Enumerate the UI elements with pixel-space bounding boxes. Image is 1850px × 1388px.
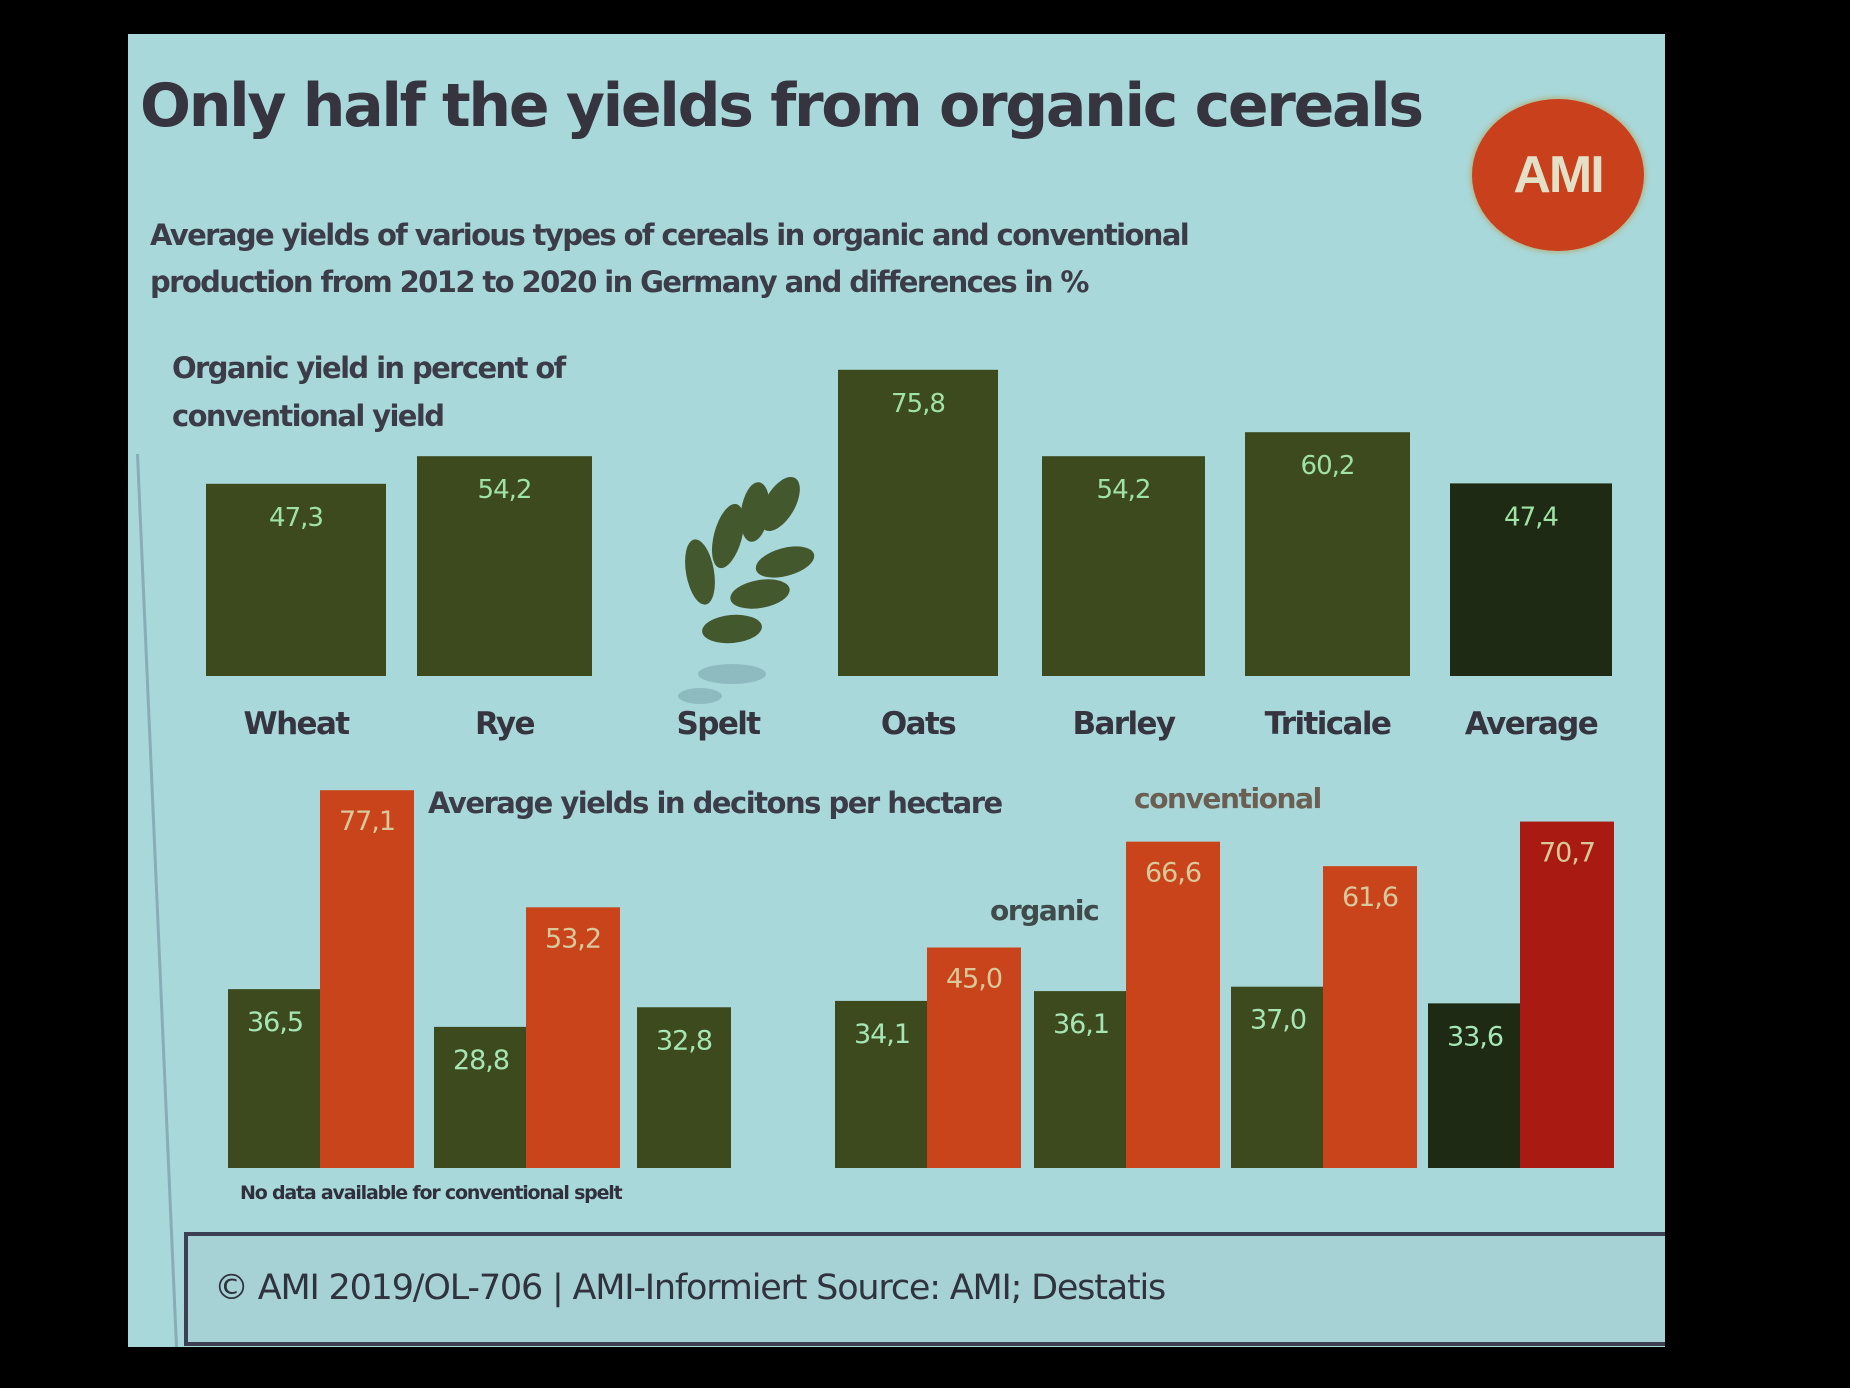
category-label: Spelt [677,706,762,742]
top-bar-wheat [206,483,386,676]
top-value-label: 47,3 [269,503,323,533]
top-chart: 47,3 Wheat 54,2 Rye Spelt 75,8 Oats 54,2 Barley 6… [206,369,1612,742]
top-value-label: 60,2 [1301,451,1355,481]
category-label: Triticale [1265,706,1391,742]
conventional-value-label: 77,1 [339,806,395,837]
logo-text: AMI [1513,146,1604,204]
category-label: Rye [475,706,534,742]
top-bar-triticale [1245,432,1410,676]
footnote: No data available for conventional spelt [240,1182,623,1204]
top-chart-title: Organic yield in percent of conventional… [172,344,566,440]
top-bar-barley [1042,456,1205,676]
conventional-bar-oats [927,947,1021,1168]
bottom-chart-title: Average yields in decitons per hectare [428,786,1003,820]
organic-bar-barley [1034,991,1128,1168]
category-label: Barley [1072,706,1175,742]
organic-bar-oats [835,1000,929,1168]
top-value-label: 54,2 [1097,475,1151,505]
organic-bar-average [1428,1003,1522,1168]
category-label: Average [1465,706,1598,742]
conventional-value-label: 70,7 [1539,838,1595,869]
top-value-label: 75,8 [891,389,945,419]
conventional-bar-wheat [320,790,414,1168]
legend-organic: organic [990,894,1100,927]
top-bar-rye [417,456,592,676]
organic-value-label: 36,1 [1053,1009,1109,1040]
organic-value-label: 37,0 [1250,1005,1306,1036]
organic-value-label: 33,6 [1447,1021,1503,1052]
conventional-bar-barley [1126,841,1220,1168]
organic-bar-spelt [637,1007,731,1168]
top-bar-oats [838,369,998,676]
subtitle-line-1: Average yields of various types of cerea… [150,218,1190,252]
organic-value-label: 28,8 [453,1045,509,1076]
slide-subtitle: Average yields of various types of cerea… [150,212,1400,306]
conventional-bar-triticale [1323,866,1417,1168]
slide: Only half the yields from organic cereal… [128,34,1665,1347]
top-bar-average [1450,483,1612,676]
wheat-ear-icon [678,476,815,704]
organic-bar-wheat [228,989,322,1168]
category-label: Oats [881,706,955,742]
conventional-bar-average [1520,821,1614,1168]
organic-bar-triticale [1231,986,1325,1168]
subtitle-line-2: production from 2012 to 2020 in Germany … [150,265,1089,299]
slide-title: Only half the yields from organic cereal… [140,71,1424,141]
footer-box: © AMI 2019/OL-706 | AMI-Informiert Sourc… [184,1232,1665,1346]
legend-conventional: conventional [1134,782,1322,815]
top-value-label: 54,2 [478,475,532,505]
organic-value-label: 32,8 [656,1025,712,1056]
organic-value-label: 36,5 [247,1007,303,1038]
conventional-value-label: 61,6 [1342,882,1398,913]
conventional-value-label: 53,2 [545,923,601,954]
ami-logo: AMI [1472,99,1644,251]
charts-canvas: 47,3 Wheat 54,2 Rye Spelt 75,8 Oats 54,2 Barley 6… [206,369,1614,1168]
conventional-value-label: 45,0 [946,964,1002,995]
conventional-value-label: 66,6 [1145,858,1201,889]
bottom-chart: 36,5 77,1 28,8 53,2 32,8 34,1 45,0 36,1 66,6 37,0… [228,790,1614,1168]
conventional-bar-rye [526,907,620,1168]
organic-bar-rye [434,1026,528,1168]
top-chart-title-line-2: conventional yield [172,399,445,433]
top-value-label: 47,4 [1504,502,1558,532]
top-chart-title-line-1: Organic yield in percent of [172,351,566,385]
footer-source: © AMI 2019/OL-706 | AMI-Informiert Sourc… [214,1268,1166,1308]
organic-value-label: 34,1 [854,1019,910,1050]
category-label: Wheat [243,706,350,742]
